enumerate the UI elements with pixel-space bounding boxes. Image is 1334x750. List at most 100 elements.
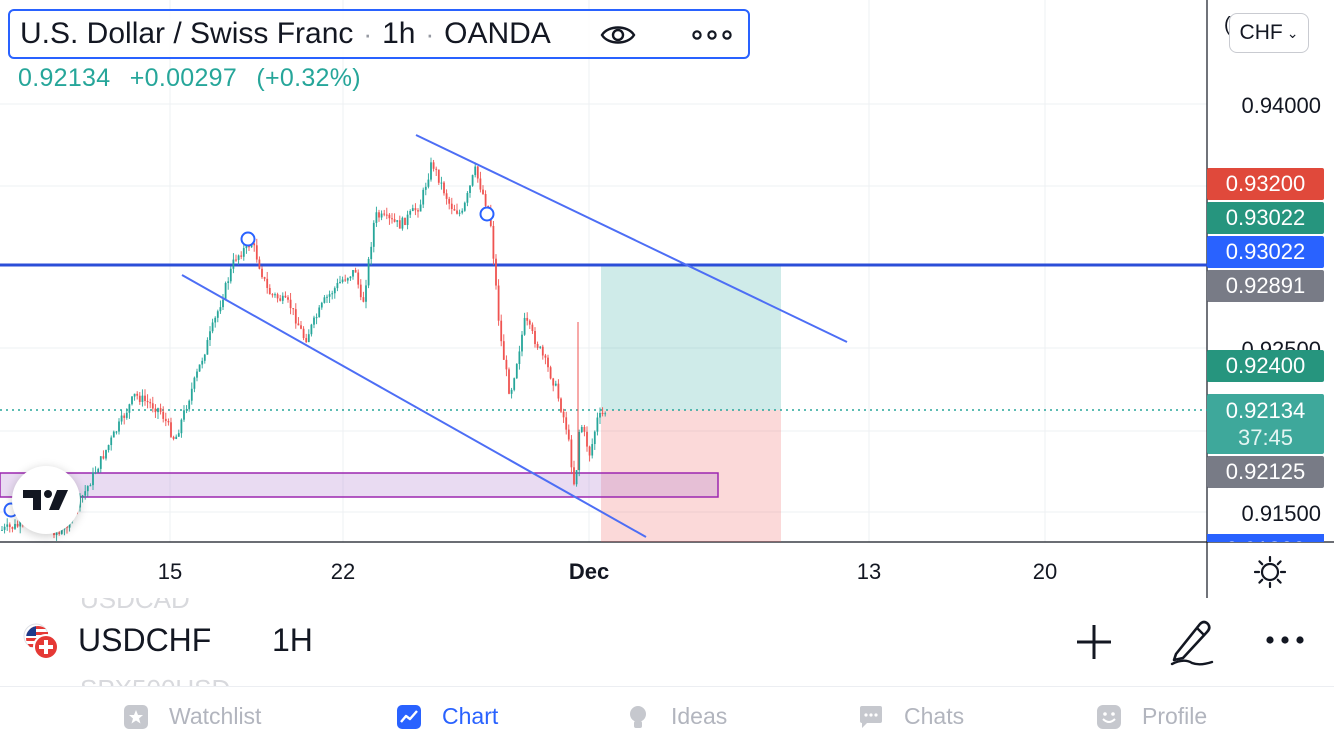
candle-body	[456, 210, 458, 214]
candle-body	[206, 340, 209, 355]
candle-body	[513, 378, 516, 390]
candle-body	[328, 294, 331, 297]
candle-body	[370, 246, 373, 260]
candle-body	[419, 204, 422, 212]
candle-body	[544, 355, 547, 358]
candle-body	[372, 222, 375, 247]
candle-body	[151, 403, 154, 409]
drawing-pen-icon[interactable]	[1168, 618, 1214, 666]
quote-line: 0.92134 +0.00297 (+0.32%)	[18, 64, 373, 93]
plus-icon[interactable]	[1074, 622, 1114, 662]
candle-body	[341, 279, 344, 282]
candle-body	[552, 378, 555, 386]
more-options-icon[interactable]	[1264, 630, 1306, 650]
candle-body	[149, 402, 152, 404]
time-axis-label: 22	[330, 559, 356, 584]
more-horizontal-icon[interactable]	[690, 23, 734, 47]
interval-selector[interactable]: 1H	[272, 622, 313, 658]
anchor-point[interactable]	[479, 206, 495, 222]
tradingview-logo[interactable]	[12, 466, 80, 534]
candle-body	[344, 279, 347, 281]
star-icon	[124, 704, 148, 729]
channel-lower-line[interactable]	[181, 274, 647, 538]
symbol-ticker[interactable]: USDCHF	[78, 622, 212, 658]
tab-label: Chats	[904, 703, 965, 729]
symbol-bar[interactable]: USDCAD SPX500USD USDCHF 1H	[0, 598, 1334, 686]
tab-bar: Watchlist Chart Ideas Chats Profile	[0, 686, 1334, 750]
ghost-symbol-below: SPX500USD	[80, 674, 230, 686]
candle-body	[573, 467, 575, 485]
candle-body	[302, 328, 305, 339]
candle-body	[422, 189, 425, 205]
price-tag-clipped: 0.91300	[1207, 534, 1324, 542]
candle-body	[560, 398, 562, 412]
ghost-symbol-above: USDCAD	[80, 598, 190, 614]
candle-body	[84, 491, 87, 496]
price-tag-low: 0.92125	[1207, 456, 1324, 488]
currency-select[interactable]: CHF ⌄	[1229, 13, 1309, 53]
candle-body	[115, 431, 118, 433]
price-chart[interactable]	[0, 0, 1334, 598]
settings-icon[interactable]	[1254, 556, 1286, 588]
tab-chats[interactable]: Chats	[858, 703, 964, 730]
candle-body	[323, 297, 326, 303]
tab-label: Chart	[442, 703, 499, 729]
price-tag-horizontal-line: 0.93022	[1207, 236, 1324, 268]
candle-body	[320, 302, 323, 308]
candle-body	[443, 182, 445, 194]
candle-body	[58, 532, 61, 534]
candle-body	[339, 281, 341, 283]
candle-body	[357, 272, 360, 285]
tab-ideas[interactable]: Ideas	[625, 703, 727, 730]
candle-body	[508, 369, 510, 394]
smile-icon	[1097, 704, 1121, 729]
candle-body	[209, 331, 211, 341]
candle-body	[383, 213, 386, 215]
candle-body	[458, 212, 461, 214]
candle-body	[136, 393, 139, 396]
eye-icon[interactable]	[600, 21, 636, 49]
candle-body	[305, 338, 308, 343]
candle-body	[518, 351, 521, 364]
candle-body	[528, 320, 531, 325]
candle-body	[300, 325, 302, 329]
candle-body	[526, 317, 529, 321]
chart-area[interactable]: U.S. Dollar / Swiss Franc · 1h · OANDA 0…	[0, 0, 1334, 598]
candle-body	[128, 404, 131, 413]
candle-body	[105, 450, 107, 459]
candle-body	[235, 259, 237, 261]
candle-body	[164, 418, 167, 422]
candle-body	[547, 357, 549, 368]
tab-chart[interactable]: Chart	[396, 703, 498, 730]
last-price: 0.92134	[18, 64, 111, 92]
candle-body	[89, 485, 92, 487]
candle-body	[292, 308, 295, 310]
position-loss-zone[interactable]	[601, 410, 781, 542]
candle-body	[266, 278, 269, 288]
candle-body	[190, 388, 193, 401]
support-zone[interactable]	[0, 472, 719, 498]
candle-body	[229, 268, 232, 282]
candle-body	[131, 396, 133, 405]
anchor-point[interactable]	[240, 231, 256, 247]
candle-body	[565, 417, 568, 430]
candle-body	[336, 282, 339, 289]
candle-body	[183, 410, 185, 420]
candle-body	[575, 470, 578, 485]
candle-body	[401, 217, 404, 229]
currency-flags-icon	[23, 623, 59, 660]
candle-body	[523, 317, 526, 335]
candle-body	[479, 178, 482, 190]
candle-body	[367, 259, 370, 286]
candle-body	[81, 495, 84, 497]
channel-upper-line[interactable]	[415, 134, 848, 343]
symbol-legend[interactable]: U.S. Dollar / Swiss Franc · 1h · OANDA	[8, 9, 750, 59]
candle-body	[222, 299, 224, 308]
candle-body	[313, 317, 315, 325]
tab-watchlist[interactable]: Watchlist	[123, 703, 261, 730]
tab-profile[interactable]: Profile	[1096, 703, 1207, 730]
candle-body	[391, 218, 393, 220]
candle-body	[55, 532, 58, 536]
position-profit-zone[interactable]	[601, 265, 781, 410]
candle-body	[549, 367, 552, 379]
